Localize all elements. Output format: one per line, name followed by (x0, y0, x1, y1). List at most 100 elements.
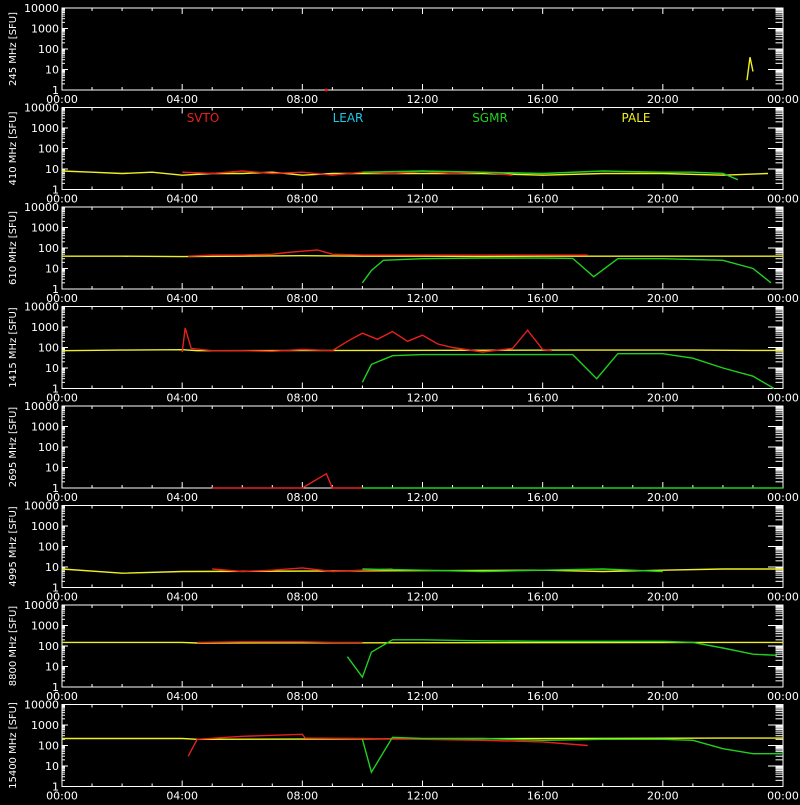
series-line-sgmr (361, 257, 772, 284)
panel-ylabel: 8800 MHz [SFU] (8, 606, 19, 687)
x-tick-label: 00:00 (767, 392, 799, 405)
x-tick-label: 16:00 (527, 193, 559, 206)
x-tick-label: 00:00 (46, 790, 78, 801)
series-line-svto (188, 249, 588, 257)
series-line-sgmr (362, 170, 739, 181)
y-tick-label: 10000 (24, 500, 59, 513)
x-tick-label: 04:00 (166, 292, 198, 305)
x-tick-label: 20:00 (647, 93, 679, 106)
series-line-pale (61, 348, 783, 352)
y-tick-label: 100 (38, 740, 59, 753)
x-tick-label: 20:00 (647, 193, 679, 206)
series-line-svto (182, 170, 513, 176)
y-tick-label: 10000 (24, 400, 59, 413)
x-tick-label: 04:00 (166, 93, 198, 106)
panel-1: 1 10 100 1000 10000 410 MHz [SFU] 00:00 04:00 08… (8, 102, 799, 206)
panel-ylabel: 15400 MHz [SFU] (8, 702, 19, 789)
x-tick-label: 00:00 (46, 193, 78, 206)
y-tick-label: 1000 (31, 222, 59, 235)
x-tick-label: 16:00 (527, 292, 559, 305)
series-point-svto (324, 88, 328, 92)
y-tick-label: 1000 (31, 719, 59, 732)
series-line-sgmr (361, 353, 775, 390)
x-tick-label: 04:00 (166, 591, 198, 604)
y-tick-label: 1000 (31, 122, 59, 135)
x-tick-label: 04:00 (166, 392, 198, 405)
series-line-pale (746, 57, 754, 81)
x-tick-label: 12:00 (407, 790, 439, 801)
x-tick-label: 20:00 (647, 591, 679, 604)
y-tick-label: 10 (45, 760, 59, 773)
panel-6: 1 10 100 1000 10000 8800 MHz [SFU] 00:00 04:00 0… (8, 599, 799, 703)
x-tick-label: 12:00 (407, 292, 439, 305)
y-tick-label: 10 (45, 64, 59, 77)
panel-ylabel: 610 MHz [SFU] (8, 211, 19, 285)
panel-5: 1 10 100 1000 10000 4995 MHz [SFU] 00:00 04:00 0… (8, 500, 799, 604)
panel-ylabel: 410 MHz [SFU] (8, 111, 19, 185)
x-tick-label: 20:00 (647, 292, 679, 305)
y-tick-label: 100 (38, 541, 59, 554)
series-line-sgmr (362, 568, 663, 573)
x-tick-label: 20:00 (647, 392, 679, 405)
y-tick-label: 10 (45, 561, 59, 574)
y-tick-label: 1 (52, 781, 59, 794)
y-tick-label: 1 (52, 482, 59, 495)
y-tick-label: 1 (52, 383, 59, 396)
x-tick-label: 08:00 (286, 790, 318, 801)
y-tick-label: 10000 (24, 699, 59, 712)
y-tick-label: 1000 (31, 520, 59, 533)
y-tick-label: 1000 (31, 620, 59, 633)
y-tick-label: 10000 (24, 301, 59, 314)
y-tick-label: 10000 (24, 599, 59, 612)
x-tick-label: 12:00 (407, 690, 439, 703)
x-tick-label: 12:00 (407, 392, 439, 405)
y-tick-label: 1 (52, 681, 59, 694)
y-tick-label: 1000 (31, 23, 59, 36)
x-tick-label: 16:00 (527, 690, 559, 703)
x-tick-label: 20:00 (647, 491, 679, 504)
y-tick-label: 100 (38, 441, 59, 454)
y-tick-label: 10 (45, 163, 59, 176)
x-tick-label: 00:00 (767, 591, 799, 604)
y-tick-label: 10000 (24, 102, 59, 115)
x-tick-label: 00:00 (767, 790, 799, 801)
x-tick-label: 16:00 (527, 790, 559, 801)
panel-3: 1 10 100 1000 10000 1415 MHz [SFU] 00:00 04:00 0… (8, 301, 799, 405)
panels-group: 1 10 100 1000 10000 245 MHz [SFU] 00:00 04:00 08… (8, 2, 799, 803)
x-tick-label: 00:00 (767, 193, 799, 206)
x-tick-label: 20:00 (647, 690, 679, 703)
y-tick-label: 10000 (24, 2, 59, 15)
x-tick-label: 04:00 (166, 491, 198, 504)
series-line-pale (62, 737, 783, 741)
y-tick-label: 10 (45, 362, 59, 375)
y-tick-label: 10 (45, 462, 59, 475)
series-line-svto (181, 327, 552, 353)
y-tick-label: 100 (38, 143, 59, 156)
y-tick-label: 1000 (31, 321, 59, 334)
legend-pale: PALE (622, 111, 651, 125)
x-tick-label: 00:00 (46, 392, 78, 405)
x-tick-label: 00:00 (46, 690, 78, 703)
series-line-svto (197, 641, 363, 644)
panel-7: 1 10 100 1000 10000 15400 MHz [SFU] 00:00 04:00… (8, 699, 799, 803)
series-line-pale (61, 568, 783, 574)
x-tick-label: 04:00 (166, 690, 198, 703)
x-tick-label: 00:00 (46, 591, 78, 604)
series-line-sgmr (361, 736, 783, 774)
x-tick-label: 20:00 (647, 790, 679, 801)
x-tick-label: 04:00 (166, 790, 198, 801)
x-tick-label: 00:00 (767, 491, 799, 504)
x-tick-label: 08:00 (286, 392, 318, 405)
x-tick-label: 00:00 (767, 690, 799, 703)
x-tick-label: 08:00 (286, 93, 318, 106)
y-tick-label: 1 (52, 184, 59, 197)
series-line-svto (212, 472, 363, 489)
x-tick-label: 16:00 (527, 93, 559, 106)
x-tick-label: 16:00 (527, 392, 559, 405)
panel-2: 1 10 100 1000 10000 610 MHz [SFU] 00:00 04:00 08… (8, 201, 799, 305)
series-line-svto (187, 733, 588, 757)
y-tick-label: 1 (52, 84, 59, 97)
y-tick-label: 10 (45, 263, 59, 276)
x-tick-label: 00:00 (767, 93, 799, 106)
